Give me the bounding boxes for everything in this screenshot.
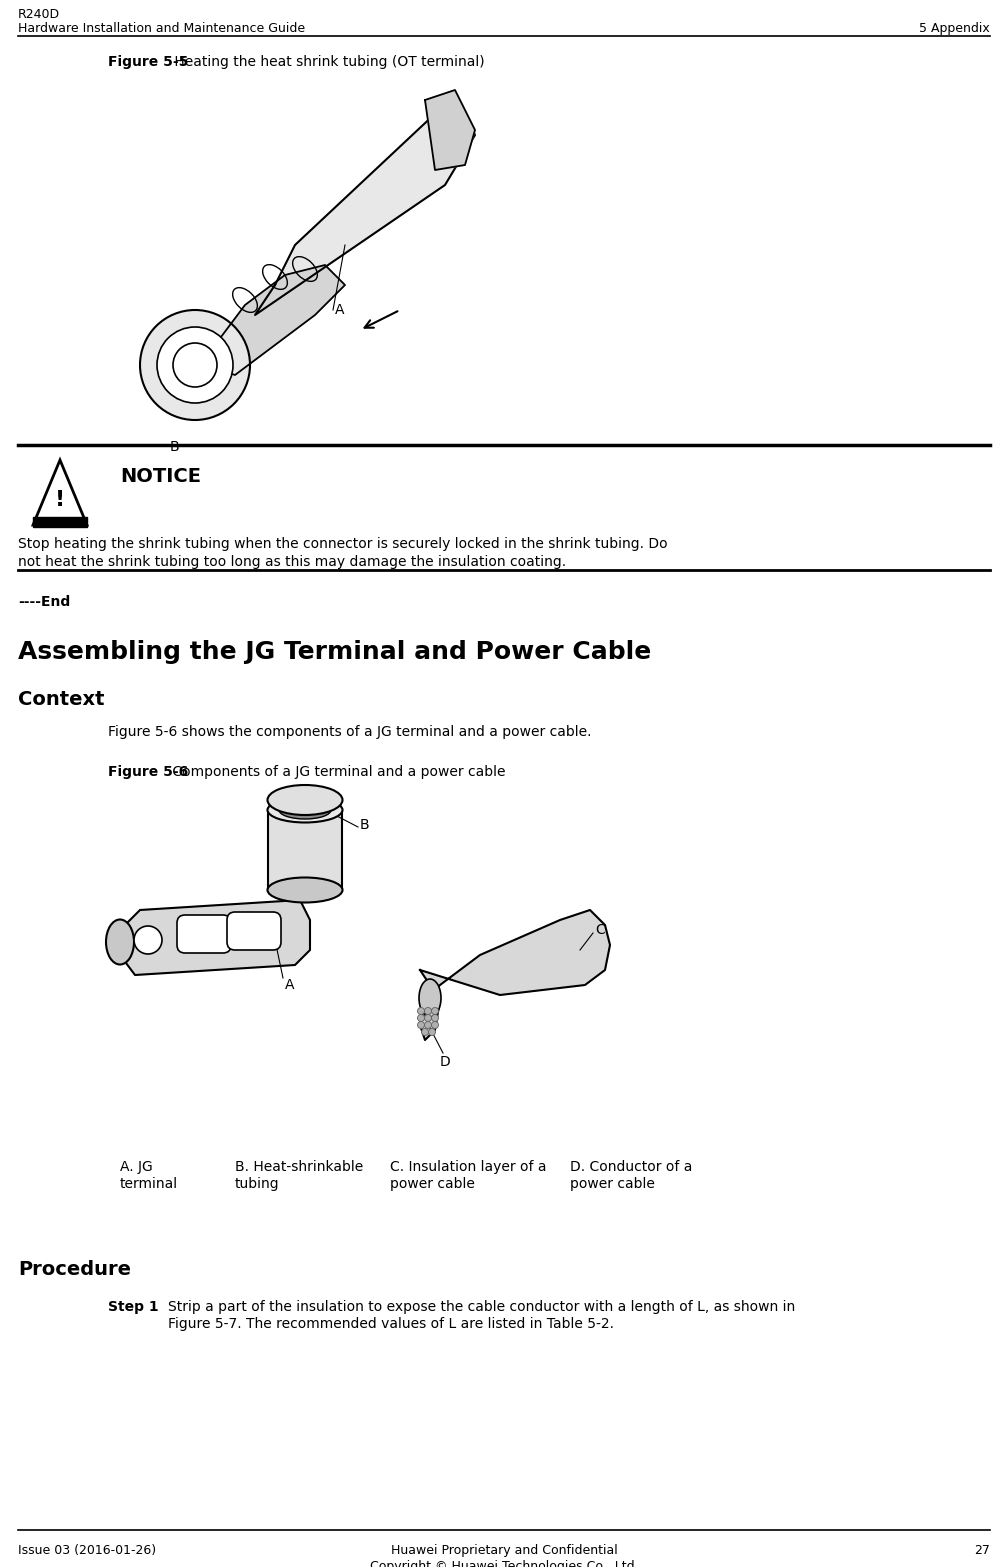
Circle shape [431, 1008, 438, 1014]
Text: C. Insulation layer of a: C. Insulation layer of a [390, 1160, 546, 1174]
Ellipse shape [267, 785, 343, 815]
Text: C: C [595, 923, 605, 937]
Text: power cable: power cable [570, 1177, 655, 1191]
Text: tubing: tubing [235, 1177, 279, 1191]
Text: Issue 03 (2016-01-26): Issue 03 (2016-01-26) [18, 1543, 156, 1558]
Text: R240D: R240D [18, 8, 60, 20]
Circle shape [417, 1008, 424, 1014]
Text: Components of a JG terminal and a power cable: Components of a JG terminal and a power … [168, 765, 505, 779]
Text: 27: 27 [974, 1543, 990, 1558]
Polygon shape [425, 89, 475, 169]
Text: B: B [170, 440, 179, 454]
Circle shape [431, 1014, 438, 1022]
FancyBboxPatch shape [227, 912, 281, 950]
Text: Step 1: Step 1 [108, 1301, 158, 1315]
Circle shape [424, 1008, 431, 1014]
Circle shape [173, 343, 217, 387]
Circle shape [417, 1022, 424, 1028]
Polygon shape [420, 910, 610, 1040]
Text: Stop heating the shrink tubing when the connector is securely locked in the shri: Stop heating the shrink tubing when the … [18, 537, 667, 552]
Circle shape [140, 310, 250, 420]
Text: Huawei Proprietary and Confidential: Huawei Proprietary and Confidential [391, 1543, 617, 1558]
Text: Figure 5-6: Figure 5-6 [108, 765, 188, 779]
Polygon shape [268, 810, 342, 890]
Text: Figure 5-7. The recommended values of L are listed in Table 5-2.: Figure 5-7. The recommended values of L … [168, 1316, 614, 1330]
Circle shape [421, 1028, 428, 1036]
Circle shape [424, 1022, 431, 1028]
Text: NOTICE: NOTICE [120, 467, 201, 486]
Text: Heating the heat shrink tubing (OT terminal): Heating the heat shrink tubing (OT termi… [170, 55, 485, 69]
Text: Figure 5-6 shows the components of a JG terminal and a power cable.: Figure 5-6 shows the components of a JG … [108, 726, 592, 740]
Text: A: A [285, 978, 294, 992]
Text: Figure 5-5: Figure 5-5 [108, 55, 188, 69]
Text: D: D [439, 1055, 451, 1069]
Text: D. Conductor of a: D. Conductor of a [570, 1160, 692, 1174]
Text: ----End: ----End [18, 595, 71, 610]
Ellipse shape [106, 920, 134, 965]
Text: 5 Appendix: 5 Appendix [919, 22, 990, 34]
Polygon shape [205, 265, 345, 375]
Circle shape [428, 1028, 435, 1036]
Ellipse shape [279, 801, 331, 820]
Ellipse shape [267, 878, 343, 903]
Text: Assembling the JG Terminal and Power Cable: Assembling the JG Terminal and Power Cab… [18, 639, 651, 664]
Text: not heat the shrink tubing too long as this may damage the insulation coating.: not heat the shrink tubing too long as t… [18, 555, 566, 569]
Text: power cable: power cable [390, 1177, 475, 1191]
Ellipse shape [419, 979, 442, 1017]
Circle shape [134, 926, 162, 954]
Circle shape [417, 1014, 424, 1022]
Text: Strip a part of the insulation to expose the cable conductor with a length of L,: Strip a part of the insulation to expose… [168, 1301, 795, 1315]
Text: Procedure: Procedure [18, 1260, 131, 1279]
FancyBboxPatch shape [177, 915, 231, 953]
Polygon shape [120, 899, 310, 975]
Ellipse shape [267, 798, 343, 823]
Text: A. JG: A. JG [120, 1160, 153, 1174]
Text: B: B [360, 818, 370, 832]
Text: A: A [335, 302, 345, 317]
Text: Context: Context [18, 689, 105, 708]
Polygon shape [255, 96, 475, 315]
Text: Copyright © Huawei Technologies Co., Ltd.: Copyright © Huawei Technologies Co., Ltd… [370, 1561, 638, 1567]
Text: terminal: terminal [120, 1177, 178, 1191]
Text: Hardware Installation and Maintenance Guide: Hardware Installation and Maintenance Gu… [18, 22, 305, 34]
Circle shape [424, 1014, 431, 1022]
Text: !: ! [55, 490, 66, 509]
Polygon shape [33, 517, 87, 527]
Circle shape [431, 1022, 438, 1028]
Text: B. Heat-shrinkable: B. Heat-shrinkable [235, 1160, 363, 1174]
Circle shape [157, 328, 233, 403]
